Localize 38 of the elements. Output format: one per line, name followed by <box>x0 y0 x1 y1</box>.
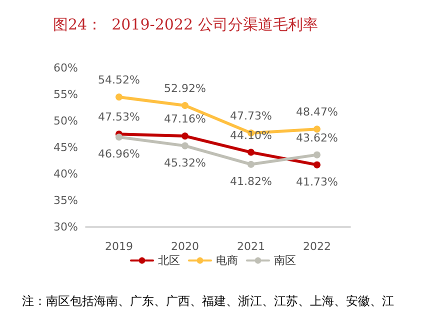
point <box>182 132 188 140</box>
y-tick-label: 40% <box>54 168 78 180</box>
point <box>248 148 254 156</box>
y-tick-label: 55% <box>54 88 78 101</box>
data-label: 48.47% <box>296 106 338 119</box>
y-tick-label: 60% <box>54 62 78 74</box>
data-label: 45.32% <box>164 156 206 170</box>
y-tick-label: 35% <box>54 194 78 207</box>
chart-title: 图24： 2019-2022 公司分渠道毛利率 <box>53 16 318 34</box>
point <box>314 126 320 133</box>
x-tick-label: 2019 <box>105 240 133 253</box>
x-tick-label: 2020 <box>171 240 199 253</box>
point <box>248 160 254 168</box>
data-label: 54.52% <box>98 74 140 87</box>
point <box>314 161 320 168</box>
data-label: 41.73% <box>296 175 338 188</box>
data-label: 46.96% <box>98 148 140 161</box>
data-label: 44.10% <box>230 128 272 142</box>
text: 注：南区包括海南、广东、广西、福建、浙江、江苏、上海、安徽、江 <box>22 294 394 308</box>
data-label: 47.53% <box>98 110 140 124</box>
y-tick-label: 50% <box>54 114 78 128</box>
x-tick-label: 2021 <box>237 240 265 253</box>
data-label: 47.16% <box>164 112 206 126</box>
y-tick-label: 45% <box>54 141 78 154</box>
legend-label: 北区 <box>158 254 180 267</box>
point <box>182 102 188 110</box>
data-label: 43.62% <box>296 131 338 144</box>
data-label: 47.73% <box>230 110 272 123</box>
point <box>116 134 122 141</box>
point <box>182 142 188 150</box>
legend-label: 南区 <box>274 254 296 267</box>
point <box>116 94 122 101</box>
x-tick-label: 2022 <box>303 240 331 253</box>
legend-label: 电商 <box>216 254 238 267</box>
data-label: 52.92% <box>164 82 206 96</box>
y-tick-label: 30% <box>54 220 78 234</box>
point <box>314 151 320 158</box>
data-label: 41.82% <box>230 174 272 188</box>
